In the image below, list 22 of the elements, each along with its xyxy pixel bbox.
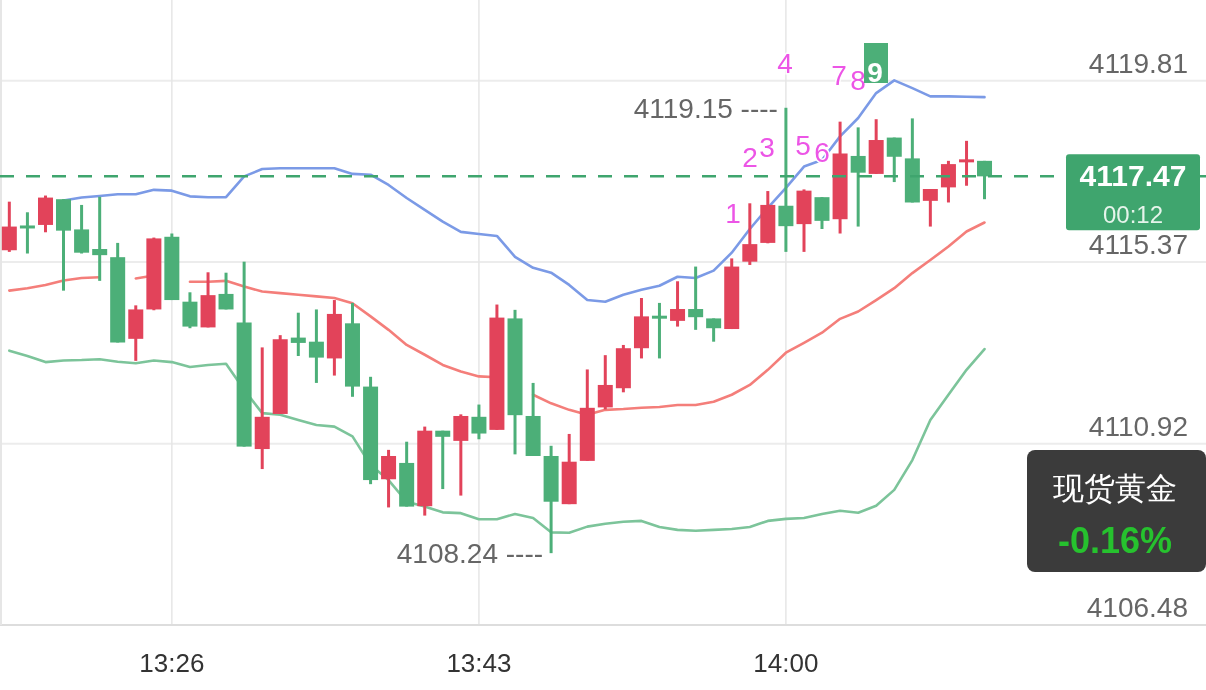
ref-line-label: 4117.47: [1079, 159, 1187, 193]
x-tick-label: 13:26: [139, 648, 205, 678]
annotation: 4108.24 ----: [396, 538, 544, 570]
y-tick-label: 4119.81: [1088, 47, 1188, 79]
annotation: 00:12: [1102, 201, 1164, 229]
annotation: 8: [850, 65, 866, 96]
y-tick-label: 4110.92: [1088, 410, 1188, 442]
annotation: 9: [867, 57, 883, 88]
y-tick-label: 4106.48: [1086, 592, 1188, 623]
annotation: 3: [759, 132, 775, 163]
annotation: 5: [795, 130, 811, 161]
annotation: 2: [742, 142, 758, 173]
x-tick-label: 13:43: [446, 648, 512, 678]
annotation: 7: [831, 60, 847, 91]
annotation: 现货黄金: [1053, 471, 1177, 506]
y-tick-label: 4115.37: [1088, 229, 1188, 261]
annotation: 1: [725, 198, 741, 229]
annotation: -0.16%: [1057, 520, 1173, 561]
annotation: 4: [777, 48, 793, 79]
info-box: 现货黄金 -0.16%: [1027, 450, 1206, 572]
x-tick-label: 14:00: [753, 648, 819, 678]
annotation: 4119.15 ----: [633, 92, 778, 124]
